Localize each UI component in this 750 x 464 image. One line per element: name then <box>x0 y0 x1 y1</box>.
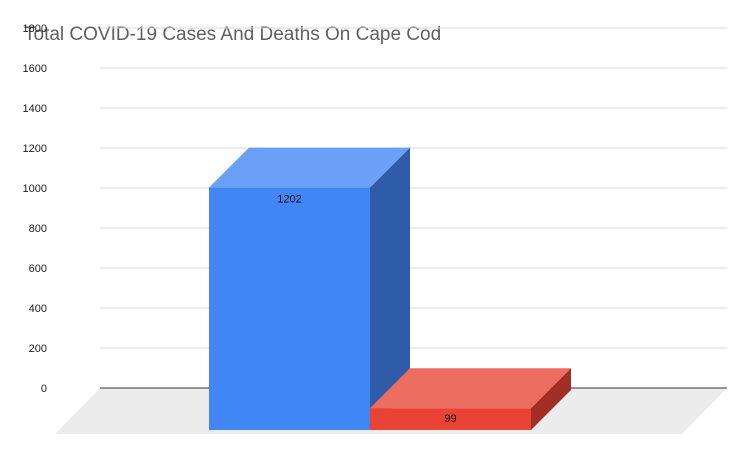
bar <box>209 147 410 430</box>
y-tick-label: 1800 <box>23 23 47 35</box>
bar-side-face <box>531 368 571 430</box>
y-tick-label: 800 <box>29 223 47 235</box>
y-tick-label: 1000 <box>23 183 47 195</box>
bar-data-label: 99 <box>444 413 456 425</box>
y-tick-label: 600 <box>29 263 47 275</box>
bar-top-face <box>209 147 410 188</box>
chart-title: Total COVID-19 Cases And Deaths On Cape … <box>24 24 442 45</box>
bar-side-face <box>370 147 410 430</box>
y-tick-label: 0 <box>41 383 47 395</box>
y-tick-label: 200 <box>29 343 47 355</box>
bar-top-face <box>370 368 571 409</box>
bar-front-face <box>209 187 370 430</box>
bar <box>370 368 571 430</box>
y-tick-label: 1600 <box>23 63 47 75</box>
y-tick-label: 1400 <box>23 103 47 115</box>
bar-front-face <box>370 408 531 430</box>
bar-data-label: 1202 <box>277 194 301 206</box>
y-tick-label: 1200 <box>23 143 47 155</box>
y-tick-label: 400 <box>29 303 47 315</box>
